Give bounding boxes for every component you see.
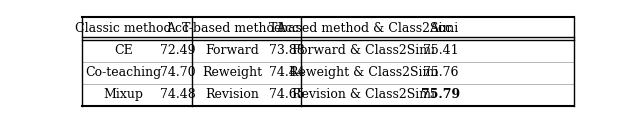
Text: T-based method & Class2Simi: T-based method & Class2Simi — [269, 22, 459, 35]
Text: 74.44: 74.44 — [269, 66, 305, 79]
Text: Revision: Revision — [205, 88, 259, 101]
Text: Co-teaching: Co-teaching — [85, 66, 161, 79]
Text: 72.49: 72.49 — [160, 44, 196, 57]
Text: 75.76: 75.76 — [423, 66, 459, 79]
Text: 73.88: 73.88 — [269, 44, 305, 57]
Text: Acc: Acc — [166, 22, 189, 35]
Text: 74.70: 74.70 — [160, 66, 196, 79]
Text: 75.79: 75.79 — [421, 88, 460, 101]
Text: Reweight: Reweight — [202, 66, 262, 79]
Text: Forward & Class2Simi: Forward & Class2Simi — [292, 44, 435, 57]
Text: 74.48: 74.48 — [160, 88, 196, 101]
Text: Mixup: Mixup — [104, 88, 143, 101]
Text: Revision & Class2Simi: Revision & Class2Simi — [292, 88, 435, 101]
Text: Classic method: Classic method — [75, 22, 172, 35]
Text: Reweight & Class2Simi: Reweight & Class2Simi — [289, 66, 438, 79]
Text: Acc: Acc — [276, 22, 299, 35]
Text: 74.65: 74.65 — [269, 88, 305, 101]
Text: CE: CE — [114, 44, 132, 57]
Text: Forward: Forward — [205, 44, 259, 57]
Text: T-based method: T-based method — [182, 22, 283, 35]
Text: 75.41: 75.41 — [423, 44, 459, 57]
Text: Acc: Acc — [429, 22, 452, 35]
